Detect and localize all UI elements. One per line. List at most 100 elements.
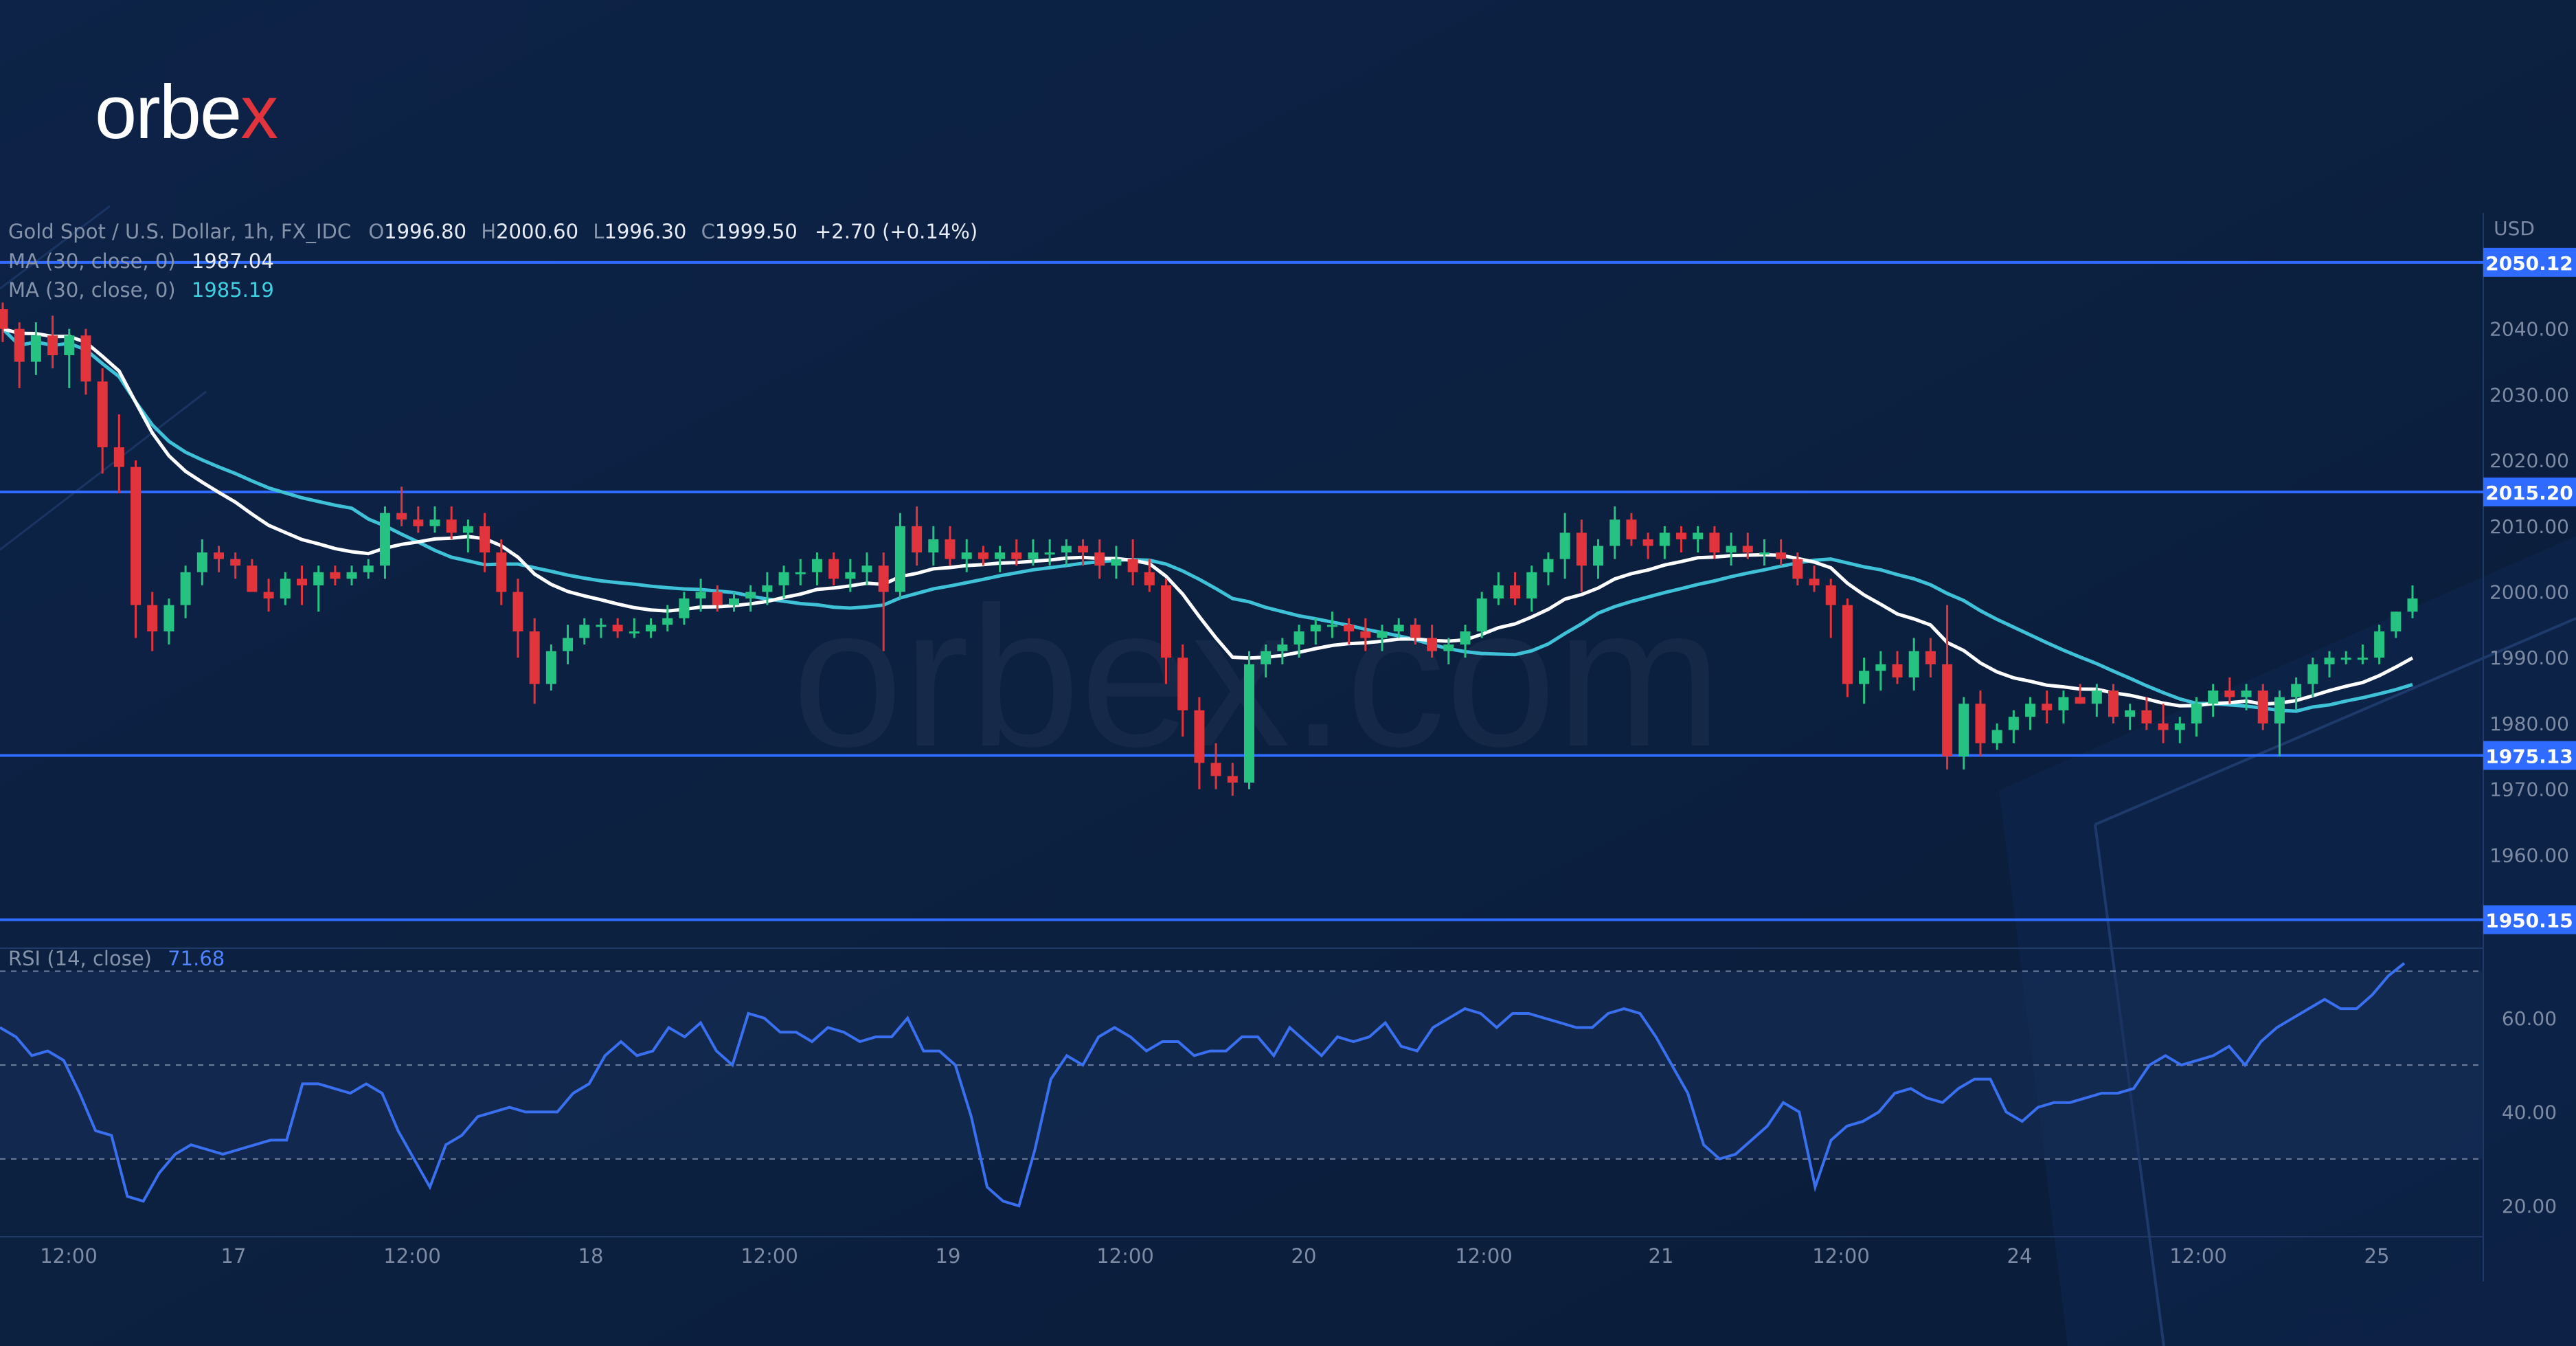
- time-tick-label: 12:00: [1096, 1244, 1154, 1268]
- candle-body: [1593, 546, 1604, 566]
- candle: [2340, 651, 2351, 664]
- candle: [545, 644, 556, 691]
- price-tick-label: 2000.00: [2489, 581, 2569, 604]
- rsi-value: 71.68: [168, 947, 225, 970]
- candle: [479, 513, 490, 572]
- ma-white-line: [2, 327, 2414, 708]
- candle-body: [1709, 532, 1720, 553]
- high-value: 2000.60: [496, 220, 579, 243]
- candle: [247, 559, 258, 592]
- candle: [147, 592, 158, 651]
- level-tag: [2483, 905, 2576, 934]
- candle: [263, 579, 274, 612]
- candle-body: [712, 592, 723, 605]
- candle: [163, 598, 174, 645]
- candle-body: [1543, 559, 1554, 572]
- candle: [978, 546, 988, 566]
- candle: [30, 322, 41, 375]
- candle-body: [2241, 691, 2252, 697]
- candle-body: [2108, 691, 2119, 717]
- candle-body: [363, 565, 374, 572]
- candle: [1044, 539, 1055, 566]
- candle-body: [2391, 612, 2402, 631]
- candle-body: [97, 381, 108, 447]
- candle-body: [1559, 532, 1570, 559]
- candle-body: [1460, 631, 1471, 645]
- open-label: O: [368, 220, 385, 243]
- candle: [2174, 717, 2185, 743]
- price-change: +2.70 (+0.14%): [815, 220, 978, 243]
- candle: [1028, 539, 1039, 566]
- time-tick-label: 12:00: [741, 1244, 798, 1268]
- candle-body: [1144, 572, 1155, 585]
- candle: [2407, 585, 2418, 618]
- symbol-legend: Gold Spot / U.S. Dollar, 1h, FX_IDC O199…: [8, 220, 978, 243]
- candle-body: [1293, 631, 1304, 645]
- candle-body: [845, 572, 856, 579]
- candle-body: [512, 592, 523, 631]
- low-value: 1996.30: [604, 220, 687, 243]
- rsi-legend: RSI (14, close) 71.68: [8, 947, 225, 970]
- time-tick-label: 24: [2007, 1244, 2033, 1268]
- candle-body: [131, 467, 142, 605]
- candle: [1958, 697, 1969, 770]
- candle: [446, 506, 457, 539]
- candle: [1127, 539, 1138, 585]
- level-tag-label: 1950.15: [2485, 910, 2573, 932]
- candle-body: [894, 526, 905, 592]
- candle-body: [1210, 763, 1221, 776]
- candle-body: [2191, 704, 2202, 724]
- candle: [1427, 625, 1438, 658]
- candle: [2042, 691, 2053, 724]
- candle-body: [2075, 697, 2086, 704]
- candle-body: [1161, 585, 1172, 658]
- candle: [1676, 526, 1687, 553]
- candle: [330, 565, 341, 585]
- candle: [1360, 618, 1371, 651]
- candle: [1227, 763, 1238, 796]
- candle-body: [2407, 598, 2418, 612]
- candle-body: [1344, 625, 1355, 631]
- candle: [230, 552, 241, 579]
- level-tag: [2483, 741, 2576, 770]
- candle: [1261, 644, 1272, 677]
- candle-body: [1676, 532, 1687, 539]
- candle: [2058, 691, 2069, 724]
- candle: [2141, 697, 2152, 730]
- candle-body: [1609, 519, 1620, 546]
- ma2-value: 1985.19: [191, 278, 274, 302]
- candle-body: [2091, 691, 2102, 704]
- candle: [1559, 513, 1570, 579]
- candle-body: [1942, 664, 1953, 756]
- candle-body: [1975, 704, 1986, 743]
- candle-body: [2208, 691, 2219, 704]
- level-tag: [2483, 247, 2576, 277]
- candle-body: [113, 447, 124, 467]
- ma1-value: 1987.04: [191, 249, 274, 273]
- candle-body: [579, 625, 590, 638]
- candle-body: [563, 638, 574, 651]
- candle: [296, 565, 307, 605]
- candle-body: [429, 519, 440, 526]
- candle: [1493, 572, 1504, 605]
- candle: [1510, 572, 1521, 605]
- candle-body: [2274, 697, 2285, 724]
- candle: [1809, 565, 1820, 592]
- candle-body: [330, 572, 341, 579]
- candle: [313, 565, 324, 612]
- candle-body: [280, 579, 291, 599]
- candle-body: [230, 559, 241, 566]
- price-tick-label: 2020.00: [2489, 449, 2569, 472]
- ma2-label: MA (30, close, 0): [8, 278, 176, 302]
- candle: [596, 618, 607, 638]
- candle-body: [1011, 552, 1022, 559]
- candle: [845, 559, 856, 592]
- candle: [1892, 651, 1903, 684]
- candle: [196, 539, 207, 585]
- candle-body: [1111, 559, 1122, 566]
- candle-body: [1892, 664, 1903, 677]
- candle-body: [1243, 664, 1254, 783]
- candle: [2291, 677, 2302, 710]
- candle: [363, 559, 374, 579]
- candle-body: [1194, 710, 1205, 763]
